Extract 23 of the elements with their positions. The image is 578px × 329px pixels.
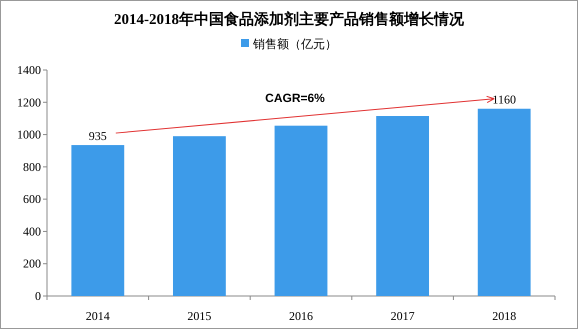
x-tick-label: 2018 [492, 309, 516, 323]
y-tick-label: 200 [23, 256, 41, 271]
y-tick-label: 1200 [17, 95, 41, 110]
y-tick-label: 400 [23, 224, 41, 238]
y-tick-label: 0 [35, 289, 41, 303]
bar [172, 136, 226, 296]
bar [376, 116, 430, 296]
chart-title: 2014-2018年中国食品添加剂主要产品销售额增长情况 [114, 10, 465, 28]
x-tick-label: 2014 [86, 309, 110, 323]
annotation: CAGR=6% [265, 90, 326, 105]
x-tick-label: 2015 [187, 309, 212, 323]
bar [71, 145, 124, 296]
x-tick-label: 2016 [289, 309, 313, 323]
y-tick-label: 600 [23, 192, 41, 206]
y-tick-label: 1000 [17, 128, 41, 142]
legend-label: 销售额（亿元） [252, 37, 337, 51]
y-tick-label: 1400 [17, 63, 41, 77]
data-label: 935 [88, 129, 107, 144]
y-tick-label: 800 [23, 160, 41, 174]
bar [478, 108, 531, 296]
bar [274, 126, 328, 296]
data-label: 1160 [492, 92, 516, 107]
x-tick-label: 2017 [390, 309, 415, 323]
